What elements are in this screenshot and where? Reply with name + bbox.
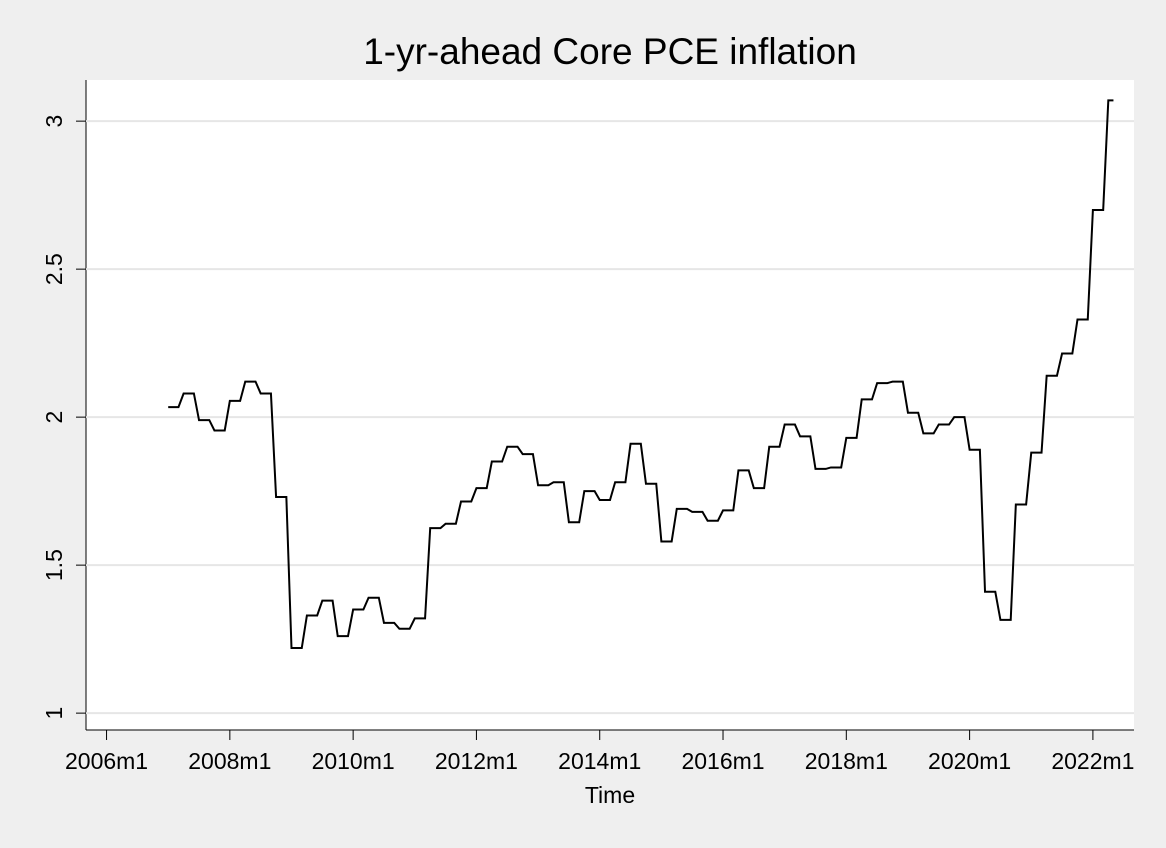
x-axis-label: Time <box>585 782 635 808</box>
x-tick-label: 2012m1 <box>435 748 518 774</box>
x-tick-label: 2016m1 <box>681 748 764 774</box>
y-tick-label: 2.5 <box>41 253 67 285</box>
x-tick-label: 2022m1 <box>1051 748 1134 774</box>
plot-area <box>86 80 1134 730</box>
x-tick-label: 2020m1 <box>928 748 1011 774</box>
y-tick-label: 1.5 <box>41 549 67 581</box>
x-tick-label: 2010m1 <box>312 748 395 774</box>
x-tick-label: 2008m1 <box>188 748 271 774</box>
x-tick-label: 2006m1 <box>65 748 148 774</box>
y-tick-label: 1 <box>41 707 67 720</box>
y-tick-label: 2 <box>41 411 67 424</box>
x-tick-label: 2018m1 <box>805 748 888 774</box>
data-line <box>168 99 1114 650</box>
y-tick-label: 3 <box>41 115 67 128</box>
x-tick-label: 2014m1 <box>558 748 641 774</box>
chart-title: 1-yr-ahead Core PCE inflation <box>363 31 857 72</box>
